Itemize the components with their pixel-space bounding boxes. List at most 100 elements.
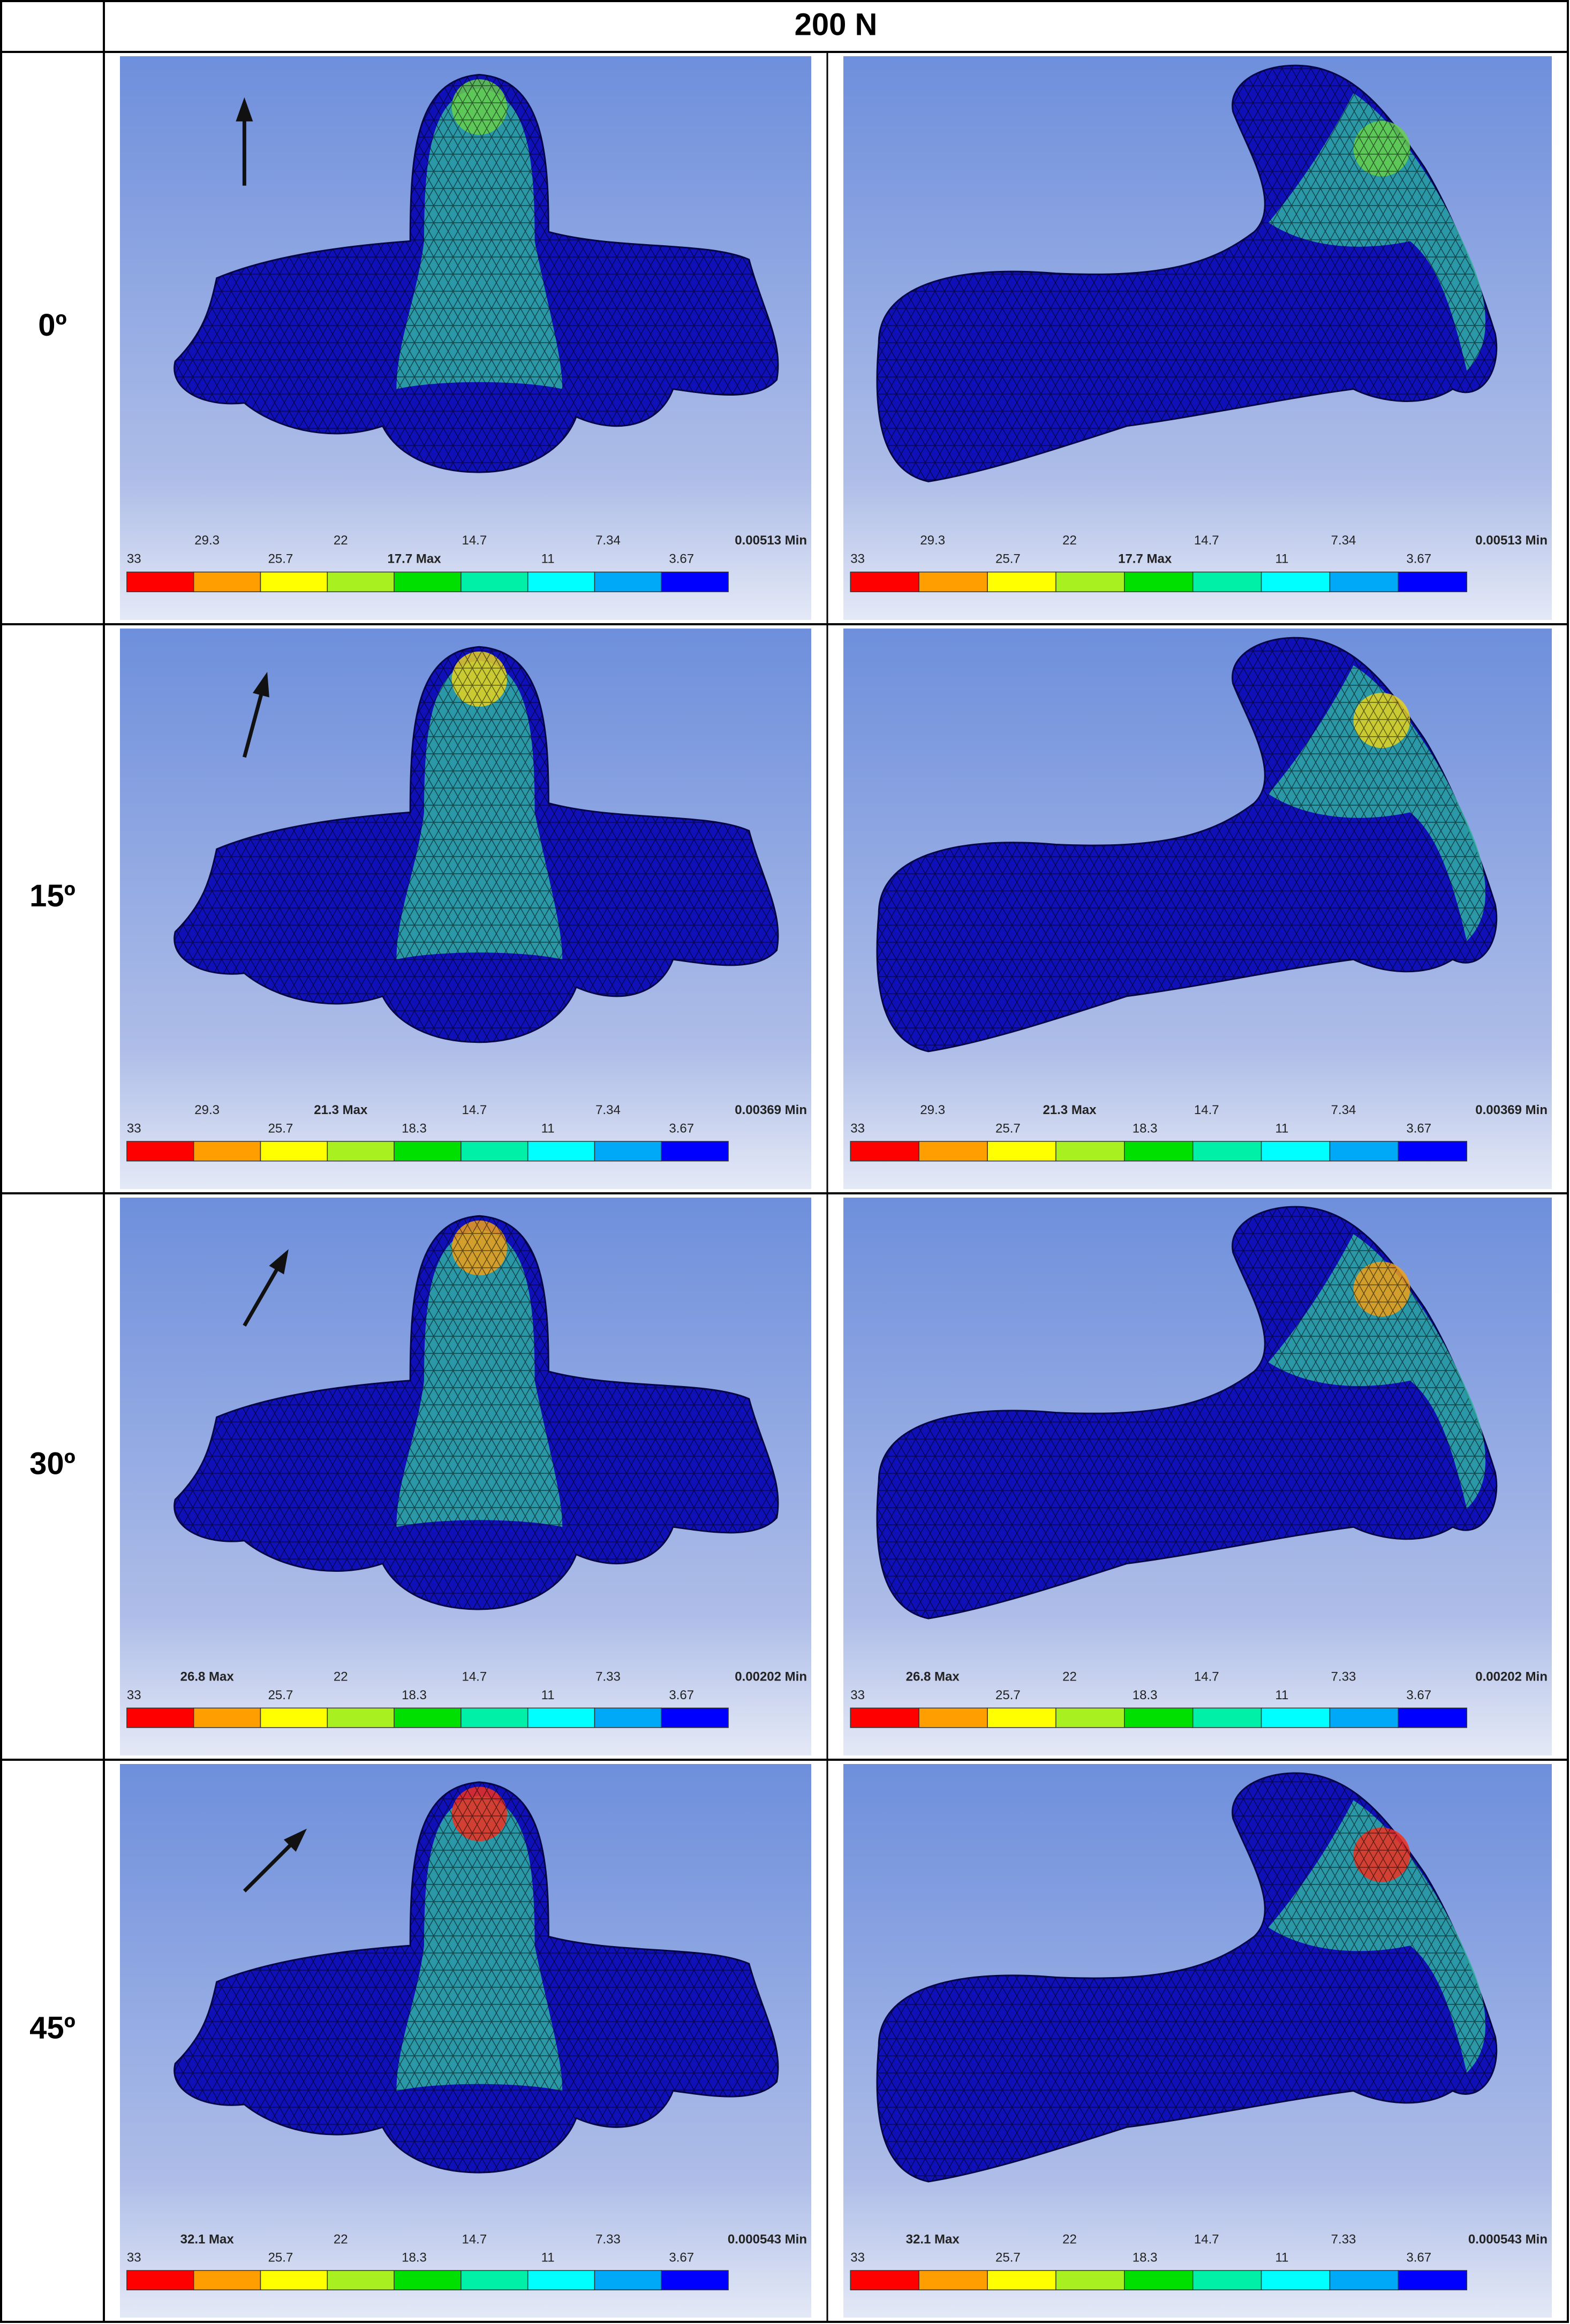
legend-label: 0.00202 Min <box>1475 1669 1548 1684</box>
legend-swatch <box>394 2270 462 2291</box>
mesh-overlay <box>174 647 779 1042</box>
legend-label: 25.7 <box>995 1688 1021 1702</box>
legend-swatch <box>1124 2270 1194 2291</box>
legend-label: 11 <box>1275 2251 1288 2265</box>
legend-swatch <box>1192 1707 1262 1728</box>
legend-label: 22 <box>334 1669 348 1684</box>
legend-label: 29.3 <box>194 1103 220 1117</box>
legend-swatch <box>1329 2270 1399 2291</box>
row-label: 30º <box>29 1446 76 1481</box>
legend-label: 0.000543 Min <box>1468 2232 1548 2247</box>
legend-swatch <box>1124 1141 1194 1162</box>
legend-label: 33 <box>850 552 865 566</box>
legend-label: 0.00513 Min <box>735 533 807 548</box>
legend-label: 3.67 <box>669 1688 694 1702</box>
mesh-overlay <box>877 1773 1497 2182</box>
legend-label: 7.34 <box>1331 533 1356 548</box>
legend-label: 21.3 Max <box>1043 1103 1097 1117</box>
legend-swatch <box>1124 1707 1194 1728</box>
legend-swatch <box>918 1707 988 1728</box>
legend-swatch <box>126 1141 194 1162</box>
legend-swatch <box>661 571 729 593</box>
legend-swatch <box>594 1141 662 1162</box>
fea-panel: 29.3 21.3 Max 14.7 7.34 0.00369 Min 33 25.7 18.… <box>843 629 1552 1189</box>
legend-label: 22 <box>1062 2232 1077 2247</box>
legend-swatch <box>327 571 395 593</box>
load-arrow <box>243 1249 289 1327</box>
legend-swatch <box>1260 571 1331 593</box>
legend-swatch <box>193 2270 261 2291</box>
legend-label: 29.3 <box>194 533 220 548</box>
legend-label: 3.67 <box>669 1121 694 1135</box>
legend-label: 17.7 Max <box>1118 552 1172 566</box>
mesh-overlay <box>877 638 1497 1051</box>
legend-label: 25.7 <box>995 552 1021 566</box>
legend-swatch <box>260 1141 328 1162</box>
legend-swatch <box>1329 1707 1399 1728</box>
legend-label: 32.1 Max <box>906 2232 960 2247</box>
legend-label: 7.34 <box>1331 1103 1356 1117</box>
legend-label: 33 <box>127 2251 141 2265</box>
row-label: 0º <box>38 308 66 343</box>
legend-label: 33 <box>127 552 141 566</box>
load-arrow <box>236 97 253 186</box>
legend-label: 18.3 <box>1133 2251 1158 2265</box>
legend-swatch <box>594 571 662 593</box>
legend-label: 14.7 <box>462 1669 487 1684</box>
legend-label: 22 <box>334 2232 348 2247</box>
arrow-head <box>252 672 269 698</box>
legend-swatch <box>260 2270 328 2291</box>
legend-swatch <box>987 2270 1056 2291</box>
legend-label: 25.7 <box>268 552 293 566</box>
legend-swatch <box>1260 1141 1331 1162</box>
legend-label: 0.00202 Min <box>735 1669 807 1684</box>
legend-label: 14.7 <box>1194 533 1219 548</box>
legend-swatch <box>918 1141 988 1162</box>
legend-label: 18.3 <box>402 1688 427 1702</box>
legend-swatch <box>1260 1707 1331 1728</box>
legend-label: 11 <box>1275 1121 1288 1135</box>
legend-swatch <box>1398 571 1467 593</box>
fea-panel: 29.3 21.3 Max 14.7 7.34 0.00369 Min 33 25.7 18.… <box>120 629 811 1189</box>
legend-swatch <box>461 1141 529 1162</box>
legend-label: 33 <box>850 2251 865 2265</box>
legend-label: 3.67 <box>669 2251 694 2265</box>
arrow-head <box>283 1828 307 1852</box>
legend-swatch <box>461 571 529 593</box>
legend-swatch <box>193 571 261 593</box>
fea-panel: 26.8 Max 22 14.7 7.33 0.00202 Min 33 25.7 18.3 1… <box>120 1198 811 1755</box>
arrow-head <box>269 1249 289 1275</box>
legend-swatch <box>527 571 595 593</box>
legend-label: 0.00513 Min <box>1475 533 1548 548</box>
legend-swatch <box>661 2270 729 2291</box>
legend-swatch <box>1055 1707 1125 1728</box>
arrow-head <box>236 97 253 122</box>
mesh-overlay <box>174 1782 779 2173</box>
legend-label: 29.3 <box>920 533 945 548</box>
legend-swatch <box>1192 1141 1262 1162</box>
arrow-shaft <box>243 1841 295 1892</box>
legend-swatch <box>987 571 1056 593</box>
legend-swatch <box>461 1707 529 1728</box>
mesh-overlay <box>877 1207 1497 1619</box>
legend-swatch <box>126 2270 194 2291</box>
legend-label: 29.3 <box>920 1103 945 1117</box>
legend-swatch <box>1055 2270 1125 2291</box>
legend-swatch <box>1260 2270 1331 2291</box>
legend-label: 0.00369 Min <box>735 1103 807 1117</box>
row-label: 45º <box>29 2010 76 2045</box>
legend-label: 25.7 <box>268 1688 293 1702</box>
legend-label: 3.67 <box>669 552 694 566</box>
legend-label: 25.7 <box>995 1121 1021 1135</box>
legend-swatch <box>327 1707 395 1728</box>
load-arrow <box>243 1828 307 1892</box>
legend-label: 14.7 <box>1194 2232 1219 2247</box>
mesh-overlay <box>174 74 779 473</box>
legend-swatch <box>126 571 194 593</box>
mesh-overlay <box>877 65 1497 482</box>
legend-swatch <box>260 571 328 593</box>
fea-panel: 29.3 22 14.7 7.34 0.00513 Min 33 25.7 17.7 Max 1… <box>120 56 811 620</box>
